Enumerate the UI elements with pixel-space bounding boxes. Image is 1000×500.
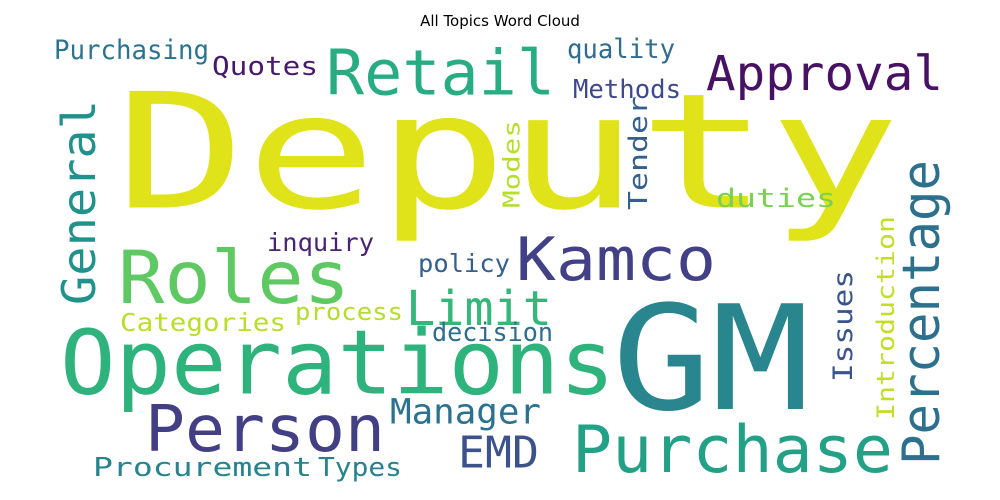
word-limit: Limit xyxy=(406,281,552,337)
word-general: General xyxy=(52,100,106,305)
word-retail: Retail xyxy=(326,37,555,110)
word-quality: quality xyxy=(567,34,675,65)
word-roles: Roles xyxy=(118,236,350,321)
word-person: Person xyxy=(145,393,385,467)
word-issues: Issues xyxy=(828,270,859,382)
word-manager: Manager xyxy=(390,393,541,433)
word-quotes: Quotes xyxy=(212,52,318,82)
word-tender: Tender xyxy=(624,96,654,210)
word-percentage: Percentage xyxy=(892,160,952,465)
chart-title: All Topics Word Cloud xyxy=(420,12,580,30)
word-operations: Operations xyxy=(60,311,615,415)
word-duties: duties xyxy=(716,184,836,214)
word-purchase: Purchase xyxy=(572,413,893,488)
word-emd: EMD xyxy=(458,428,539,479)
word-process: process xyxy=(295,298,403,326)
word-purchasing: Purchasing xyxy=(54,35,209,66)
word-procurement: Procurement xyxy=(93,453,312,483)
word-policy: policy xyxy=(418,249,510,278)
word-approval: Approval xyxy=(706,46,943,102)
word-deputy: Deputy xyxy=(115,59,900,246)
word-types: Types xyxy=(318,453,402,483)
word-introduction: Introduction xyxy=(872,216,900,420)
word-inquiry: inquiry xyxy=(267,228,374,257)
word-categories: Categories xyxy=(120,308,286,337)
word-gm: GM xyxy=(612,275,810,444)
word-kamco: Kamco xyxy=(516,225,716,295)
word-methods: Methods xyxy=(573,75,681,105)
word-decision: decision xyxy=(432,318,553,348)
word-modes: Modes xyxy=(500,120,526,208)
